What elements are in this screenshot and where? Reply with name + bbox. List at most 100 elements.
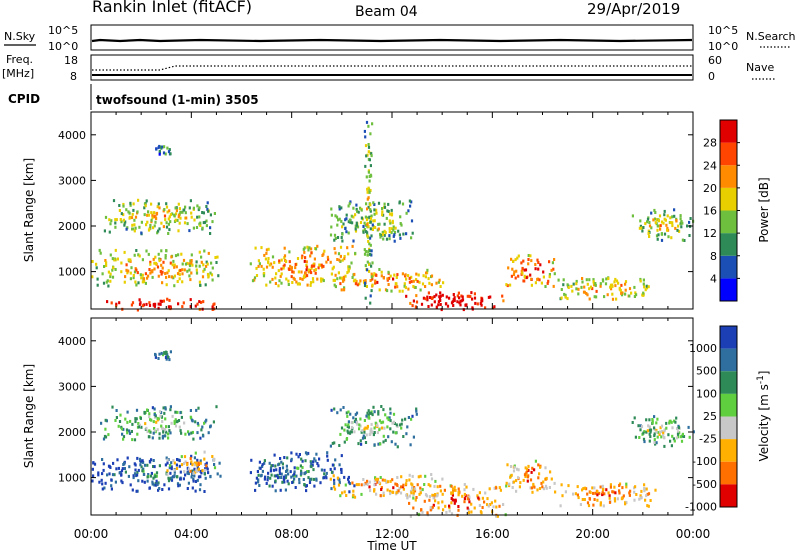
power-cell [120, 270, 123, 274]
power-cell [316, 277, 319, 281]
velocity-cell [400, 485, 403, 489]
velocity-cell [142, 467, 145, 471]
power-cell [112, 199, 116, 203]
velocity-cell [101, 458, 104, 461]
velocity-cell [154, 474, 157, 478]
velocity-cell [413, 487, 417, 491]
power-cell [144, 272, 147, 276]
power-cell [457, 291, 460, 295]
velocity-cell [263, 477, 266, 481]
velocity-cell [450, 501, 453, 505]
power-cell [302, 276, 305, 280]
power-cell [354, 251, 357, 255]
velocity-cell [104, 418, 107, 422]
power-cell [374, 226, 377, 229]
velocity-cell [293, 470, 296, 474]
power-cell [297, 270, 300, 274]
power-cell [513, 270, 516, 274]
power-cell [366, 207, 369, 211]
power-cell [271, 265, 274, 269]
velocity-cell [204, 467, 207, 471]
velocity-cell [395, 491, 398, 495]
velocity-cell [111, 473, 115, 477]
velocity-cell [674, 420, 677, 424]
velocity-cell [374, 421, 377, 425]
velocity-cell [651, 418, 654, 421]
velocity-cell [194, 480, 198, 483]
power-cell [196, 302, 199, 306]
velocity-cell [599, 485, 602, 489]
power-cell [438, 296, 442, 300]
power-cell [648, 221, 651, 224]
power-cell [317, 266, 320, 270]
velocity-cell [145, 426, 148, 430]
velocity-cell [368, 433, 371, 436]
power-cell [540, 281, 543, 285]
velocity-cell [161, 427, 164, 431]
velocity-cell [592, 491, 595, 495]
power-cell [336, 223, 339, 227]
power-cell [347, 231, 350, 235]
power-cell [300, 270, 303, 274]
velocity-cell [355, 411, 359, 415]
velocity-cell [285, 470, 288, 473]
velocity-cell [628, 493, 631, 497]
power-cell [175, 209, 178, 213]
velocity-cell [92, 474, 95, 478]
velocity-cell [300, 457, 303, 461]
power-colorbar-tick-label: 28 [703, 137, 717, 150]
power-cell [577, 287, 580, 291]
power-cell [320, 263, 323, 267]
velocity-cell [170, 421, 173, 425]
velocity-cell [649, 430, 652, 434]
power-cell [373, 219, 376, 223]
x-tick-label: 16:00 [475, 527, 510, 541]
velocity-cell [263, 459, 266, 463]
velocity-cell [533, 468, 536, 472]
velocity-cell [255, 476, 258, 480]
power-cell [624, 292, 627, 296]
power-cell [165, 275, 168, 279]
velocity-cell [270, 464, 273, 468]
power-cell [364, 296, 367, 300]
power-cell [134, 226, 137, 230]
velocity-cell [389, 407, 392, 411]
power-cell [370, 154, 373, 158]
power-cell [122, 202, 125, 206]
power-cell [122, 213, 125, 217]
power-cell [195, 271, 199, 275]
velocity-cell [638, 497, 641, 501]
velocity-cell [486, 497, 489, 501]
velocity-cell [467, 511, 471, 515]
power-cell [167, 222, 170, 226]
power-cell [280, 258, 283, 262]
velocity-cell [412, 506, 415, 510]
power-cell [367, 186, 370, 190]
power-cell [160, 221, 163, 225]
velocity-cell [93, 462, 97, 466]
power-cell [464, 303, 467, 307]
velocity-cell [261, 463, 264, 467]
velocity-cell [670, 420, 673, 424]
velocity-cell [256, 470, 259, 473]
velocity-cell [495, 486, 498, 490]
power-cell [383, 202, 386, 206]
power-cell [150, 270, 153, 274]
power-cell [657, 233, 660, 237]
velocity-cell [370, 422, 373, 426]
power-cell [269, 280, 272, 284]
velocity-cell [663, 436, 666, 440]
power-cell [410, 200, 413, 204]
power-cell [262, 274, 266, 278]
power-cell [125, 268, 128, 272]
velocity-cell [526, 467, 529, 471]
velocity-cell [347, 475, 350, 479]
velocity-cell [312, 460, 315, 464]
velocity-cell [343, 475, 346, 479]
power-cell [132, 202, 135, 206]
power-cell [673, 208, 676, 212]
power-cell [196, 204, 199, 208]
velocity-cell [325, 471, 328, 475]
power-cell [201, 226, 204, 230]
velocity-cell [143, 480, 146, 484]
